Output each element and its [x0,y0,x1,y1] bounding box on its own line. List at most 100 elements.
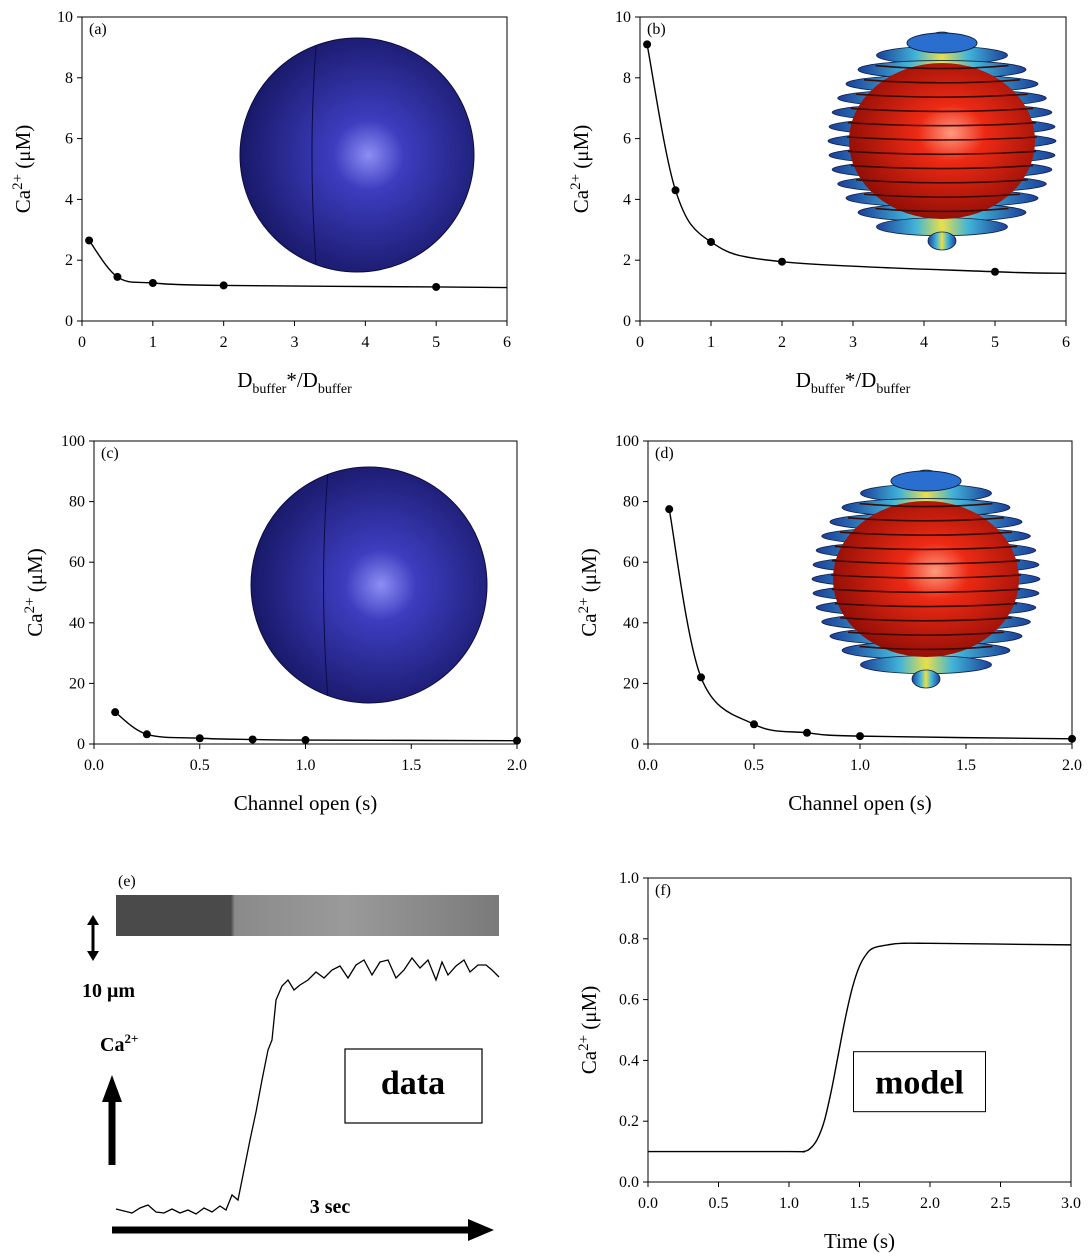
panel-label: (d) [655,445,674,462]
sphere-stripe [847,150,1037,156]
y-label-part: Ca [11,189,35,213]
y-tick-label: 0 [65,313,73,330]
y-label-part: Ca [569,189,593,213]
x-tick-label: 1 [149,334,157,351]
y-tick-label: 2 [65,252,73,269]
decoration [239,31,1057,704]
sphere-core [849,63,1035,219]
panel-label: (b) [647,21,666,38]
x-tick-label: 4 [361,334,369,351]
y-tick-label: 10 [615,9,631,26]
sphere-stripe [859,645,993,651]
x-tick-label: 2.0 [1062,757,1082,774]
x-tick-label: 2.0 [507,757,527,774]
x-tick-label: 0.0 [638,757,658,774]
x-tick-label: 3.0 [1061,1195,1081,1212]
sphere-seam [311,44,317,266]
sphere-stripe [875,207,1009,213]
x-label-part: buffer [252,382,286,397]
y-tick-label: 4 [623,191,631,208]
x-tick-label: 1.5 [956,757,976,774]
y-tick-label: 100 [615,433,639,450]
annotation-box [344,1048,483,1124]
arrow-head [102,1075,122,1102]
chart: 0 1 2 3 4 5 6 0 2 4 6 8 10 (a) Dbuffer*/Dbuffer Ca2+ (μ… [10,9,511,397]
y-axis-label: Ca2+ (μM) [576,548,601,636]
time-label: 3 sec [310,1196,351,1218]
ca-text: Ca [100,1034,124,1056]
sphere-stripe [875,64,1009,70]
x-label-part: buffer [811,382,845,397]
x-tick-label: 6 [503,334,511,351]
curve [647,942,1072,1153]
x-tick-label: 1.0 [779,1195,799,1212]
sphere-rim [927,231,957,251]
y-tick-label: 0.4 [619,1052,639,1069]
scale-label: 10 μm [82,980,135,1002]
y-label-part: 2+ [576,597,592,613]
panel-label: (f) [655,882,671,899]
y-tick-label: 40 [623,615,639,632]
chart: 0 1 2 3 4 5 6 0 2 4 6 8 10 (b) Dbuffer*/Dbuffer Ca2+ (μ… [568,9,1070,397]
x-label-part: buffer [876,382,910,397]
x-tick-label: 6 [1062,334,1070,351]
x-tick-label: 0.5 [744,757,764,774]
y-tick-label: 6 [623,131,631,148]
x-tick-label: 2 [220,334,228,351]
y-label-part: 2+ [576,1035,592,1051]
y-label-part: 2+ [10,174,26,190]
x-tick-label: 2 [778,334,786,351]
y-label-part: 2+ [22,597,38,613]
x-axis-label: Dbuffer*/Dbuffer [796,368,911,397]
panel-label: (a) [89,21,107,38]
panel-e: 10 μm Ca2+ data 3 sec (e) [82,873,500,1241]
sphere-rim [911,669,941,689]
x-tick-label: 2.5 [991,1195,1011,1212]
y-tick-label: 0 [77,736,85,753]
y-tick-label: 20 [623,675,639,692]
sphere-stripe [846,136,1038,141]
ca-label: Ca2+ [100,1031,138,1056]
arrow-head [87,951,99,961]
x-tick-label: 3 [291,334,299,351]
x-tick-label: 1.5 [401,757,421,774]
sphere-stripe [831,559,1021,565]
y-tick-label: 4 [65,191,73,208]
y-tick-label: 0.0 [619,1174,639,1191]
x-axis-label: Channel open (s) [234,791,377,815]
curve [668,509,1073,740]
y-label-part: (μM) [577,986,601,1035]
panel-label: (e) [118,873,136,890]
sphere [239,37,475,273]
y-tick-label: 0 [631,736,639,753]
arrow-head [87,915,99,925]
x-axis-label: Time (s) [824,1229,895,1253]
y-axis-label: Ca2+ (μM) [22,548,47,636]
y-label-part: (μM) [23,548,47,597]
x-label-part: */D [286,368,318,392]
x-tick-label: 1.0 [850,757,870,774]
y-axis-label: Ca2+ (μM) [568,125,593,213]
y-tick-label: 80 [623,494,639,511]
x-tick-label: 0.0 [638,1195,658,1212]
sphere-core [833,501,1019,657]
annotation: data [381,1065,445,1102]
sphere-stripe [856,93,1028,98]
y-label-part: Ca [23,613,47,637]
ca-sup: 2+ [124,1031,138,1046]
curve [88,240,508,289]
y-tick-label: 0.8 [619,931,639,948]
y-label-part: (μM) [569,125,593,174]
x-tick-label: 1.0 [296,757,316,774]
sphere-stripe [834,602,1018,608]
x-tick-label: 1.5 [850,1195,870,1212]
y-tick-label: 6 [65,131,73,148]
annotation: model [875,1065,964,1102]
x-label-part: D [796,368,811,392]
annotation-box [853,1051,986,1113]
sphere-stripe [847,517,1005,522]
x-tick-label: 5 [991,334,999,351]
sphere-stripe [847,631,1005,636]
calcium-trace [115,956,500,1215]
